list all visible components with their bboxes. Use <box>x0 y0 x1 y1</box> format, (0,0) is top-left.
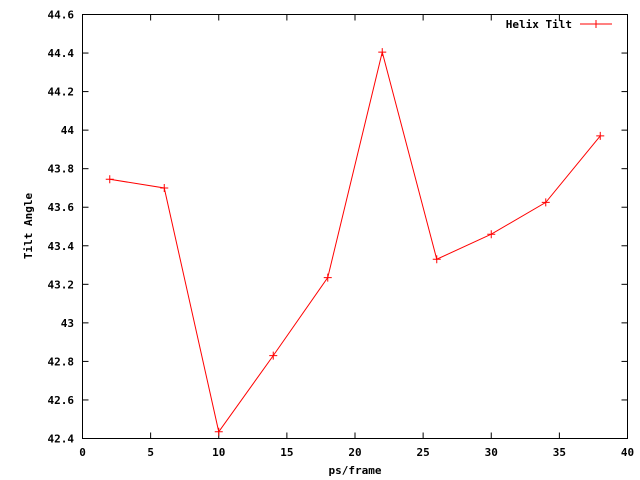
y-tick-label: 44.4 <box>48 47 75 60</box>
x-tick-label: 30 <box>485 446 498 459</box>
y-axis-title: Tilt Angle <box>22 193 35 260</box>
legend: Helix Tilt <box>506 18 612 31</box>
x-tick-label: 0 <box>79 446 86 459</box>
x-tick-label: 10 <box>212 446 225 459</box>
y-tick-label: 42.8 <box>48 355 75 368</box>
data-point <box>378 48 387 57</box>
legend-marker-plus <box>592 20 600 28</box>
x-axis-title: ps/frame <box>329 464 382 477</box>
series-group <box>105 48 605 436</box>
x-tick-label: 35 <box>553 446 566 459</box>
y-tick-label: 43.4 <box>48 240 75 253</box>
data-point <box>160 183 169 192</box>
data-point <box>596 131 605 140</box>
y-tick-label: 43.6 <box>48 201 75 214</box>
y-tick-labels: 42.4 42.6 42.8 43 43.2 43.4 43.6 43.8 44 44.2 44.4… <box>48 9 75 446</box>
x-tick-label: 20 <box>348 446 361 459</box>
x-tick-labels: 0 5 10 15 20 25 30 35 40 <box>79 446 634 459</box>
data-point <box>487 230 496 239</box>
y-tick-label: 44 <box>61 124 75 137</box>
y-tick-label: 43.2 <box>48 278 75 291</box>
x-tick-label: 15 <box>280 446 293 459</box>
x-tick-label: 25 <box>417 446 430 459</box>
x-tick-label: 5 <box>147 446 154 459</box>
y-tick-label: 44.6 <box>48 9 75 22</box>
y-tick-label: 43.8 <box>48 163 75 176</box>
plot-frame <box>82 14 628 439</box>
y-tick-label: 43 <box>61 317 74 330</box>
data-point <box>214 427 223 436</box>
x-tick-label: 40 <box>621 446 634 459</box>
y-tick-label: 44.2 <box>48 86 75 99</box>
series-line <box>109 51 601 433</box>
y-tick-label: 42.6 <box>48 394 75 407</box>
legend-label: Helix Tilt <box>506 18 572 31</box>
data-point <box>432 255 441 264</box>
axis-ticks <box>82 14 628 439</box>
data-point <box>269 351 278 360</box>
y-tick-label: 42.4 <box>48 433 75 446</box>
data-point <box>323 273 332 282</box>
data-point <box>105 175 114 184</box>
data-point <box>541 198 550 207</box>
legend-marker <box>592 20 600 28</box>
